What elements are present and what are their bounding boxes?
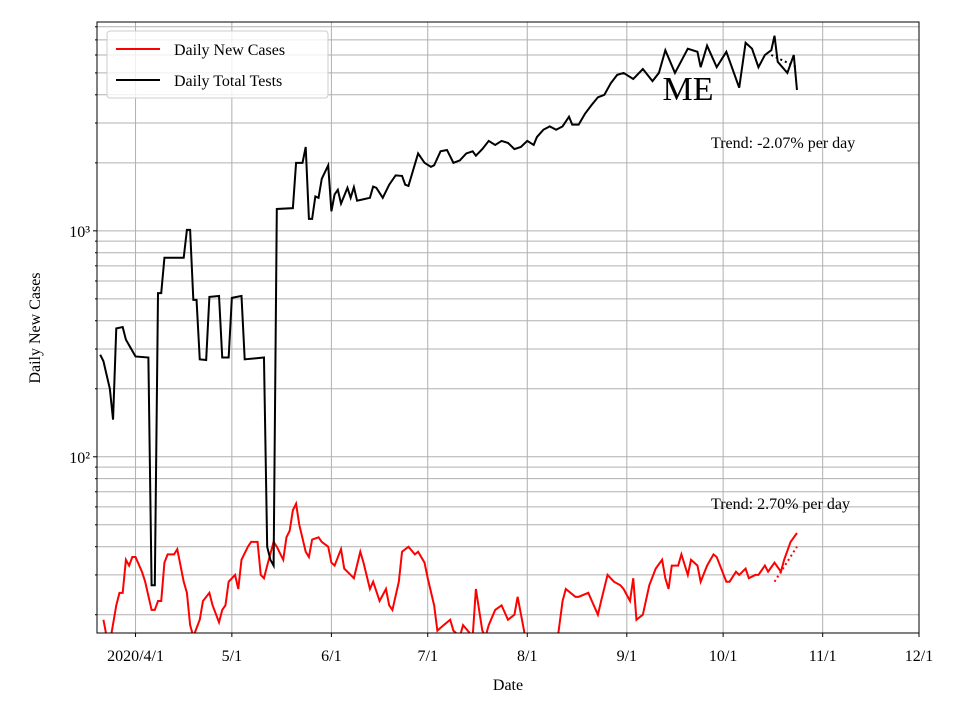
annotation: ME [663, 71, 714, 108]
axes-frame [96, 21, 920, 634]
x-axis-label: Date [493, 677, 523, 694]
x-tick-label: 9/1 [617, 648, 637, 665]
data-line [102, 500, 798, 633]
y-tick-label: 10² [69, 450, 90, 467]
legend-label: Daily Total Tests [174, 73, 282, 90]
data-line [99, 35, 798, 587]
x-tick-label: 5/1 [222, 648, 242, 665]
x-tick-label: 2020/4/1 [107, 648, 164, 665]
x-tick-label: 11/1 [809, 648, 837, 665]
y-axis-label: Daily New Cases [27, 272, 44, 383]
grid [97, 22, 920, 633]
annotation: Trend: 2.70% per day [711, 496, 850, 513]
legend-label: Daily New Cases [174, 42, 285, 59]
x-tick-label: 12/1 [905, 648, 933, 665]
x-tick-label: 7/1 [418, 648, 438, 665]
plot-area [99, 35, 798, 633]
x-tick-label: 10/1 [709, 648, 737, 665]
legend: Daily New Cases Daily Total Tests [106, 30, 329, 99]
x-tick-label: 8/1 [517, 648, 537, 665]
x-tick-label: 6/1 [321, 648, 341, 665]
legend-box [106, 30, 329, 99]
trend-line [773, 546, 798, 583]
ticks: 10² 10³ 2020/4/1 5/1 6/1 7/1 8/1 9/1 10/1 11/1 12/… [69, 26, 933, 665]
annotation: Trend: -2.07% per day [711, 135, 855, 152]
y-tick-label: 10³ [69, 224, 90, 241]
